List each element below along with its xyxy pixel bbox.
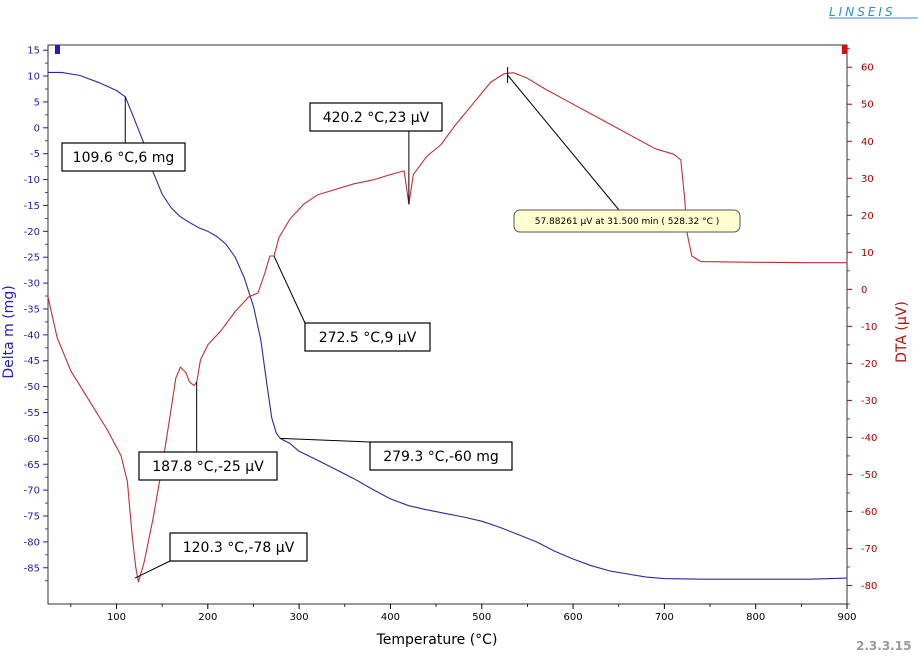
x-tick-label: 600 <box>564 612 583 623</box>
right-y-tick-label: 30 <box>861 174 874 185</box>
cursor-tooltip-text: 57.88261 µV at 31.500 min ( 528.32 °C ) <box>535 217 720 227</box>
left-y-tick-label: -5 <box>30 149 40 160</box>
right-y-tick-label: 10 <box>861 248 874 259</box>
right-y-tick-label: -70 <box>861 544 877 555</box>
tg-mass-curve <box>48 71 848 580</box>
left-y-tick-label: -50 <box>24 382 40 393</box>
left-y-tick-label: -20 <box>24 227 40 238</box>
left-axis-marker[interactable] <box>55 45 60 54</box>
left-y-tick-label: -75 <box>24 512 40 523</box>
annotation-box <box>369 441 513 471</box>
x-tick-label: 100 <box>107 612 126 623</box>
left-y-tick-label: -35 <box>24 304 40 315</box>
right-axis-title: DTA (µV) <box>894 301 910 363</box>
left-y-tick-label: -80 <box>24 537 40 548</box>
annotation-leader <box>280 437 371 443</box>
annotation-box <box>309 102 443 132</box>
annotation-label: 272.5 °C,9 µV <box>319 330 417 346</box>
left-y-tick-label: -60 <box>24 434 40 445</box>
x-tick-label: 500 <box>472 612 491 623</box>
axes: 100 200 300 400 500 600 700 800 900151050-5-10-1… <box>24 44 877 623</box>
annotation-leader <box>273 255 306 324</box>
left-y-tick-label: -10 <box>24 175 40 186</box>
x-tick-label: 200 <box>198 612 217 623</box>
left-y-tick-label: -65 <box>24 460 40 471</box>
annotation-box <box>304 322 431 352</box>
right-y-tick-label: 40 <box>861 137 874 148</box>
plot-frame <box>47 44 848 605</box>
x-tick-label: 900 <box>837 612 856 623</box>
left-y-tick-label: -55 <box>24 408 40 419</box>
x-tick-label: 800 <box>746 612 765 623</box>
annotation-leader <box>134 560 171 579</box>
right-y-tick-label: 50 <box>861 100 874 111</box>
left-y-tick-label: -70 <box>24 486 40 497</box>
x-axis-title: Temperature (°C) <box>376 632 498 648</box>
annotation-label: 420.2 °C,23 µV <box>323 110 430 126</box>
annotation-label: 109.6 °C,6 mg <box>73 150 175 166</box>
right-y-tick-label: 20 <box>861 211 874 222</box>
series-layer <box>47 71 848 583</box>
left-y-tick-label: 5 <box>34 97 40 108</box>
left-y-tick-label: -15 <box>24 201 40 212</box>
dta-curve <box>47 72 847 583</box>
x-tick-label: 400 <box>381 612 400 623</box>
cursor-tooltip <box>513 209 741 233</box>
right-y-tick-label: 0 <box>861 285 867 296</box>
left-y-tick-label: -40 <box>24 330 40 341</box>
left-y-tick-label: 0 <box>34 123 40 134</box>
right-y-tick-label: -60 <box>861 507 877 518</box>
right-y-tick-label: -80 <box>861 581 877 592</box>
left-y-tick-label: -45 <box>24 356 40 367</box>
right-y-tick-label: -40 <box>861 433 877 444</box>
annotation-box <box>169 532 308 562</box>
figure-label: 2.3.3.15 <box>856 639 911 653</box>
annotation-label: 120.3 °C,-78 µV <box>183 540 295 556</box>
annotation-box <box>138 451 278 481</box>
annotation-box <box>61 142 186 172</box>
right-y-tick-label: 60 <box>861 63 874 74</box>
right-y-tick-label: -10 <box>861 322 877 333</box>
left-y-tick-label: 15 <box>27 46 40 57</box>
x-tick-label: 300 <box>290 612 309 623</box>
left-y-tick-label: -85 <box>24 563 40 574</box>
x-tick-label: 700 <box>655 612 674 623</box>
annotation-label: 279.3 °C,-60 mg <box>383 449 499 465</box>
right-y-tick-label: -20 <box>861 359 877 370</box>
linseis-logo: LINSEIS <box>829 5 896 19</box>
tooltip-leader <box>507 74 620 211</box>
left-y-tick-label: 10 <box>27 72 40 83</box>
annotation-label: 187.8 °C,-25 µV <box>152 459 264 475</box>
left-y-tick-label: -25 <box>24 253 40 264</box>
right-axis-marker[interactable] <box>842 45 847 54</box>
annotations-layer: 109.6 °C,6 mg 420.2 °C,23 µV 272.5 °C,9 µV… <box>61 67 741 579</box>
left-y-tick-label: -30 <box>24 279 40 290</box>
right-y-tick-label: -50 <box>861 470 877 481</box>
left-axis-title: Delta m (mg) <box>1 285 17 378</box>
right-y-tick-label: -30 <box>861 396 877 407</box>
